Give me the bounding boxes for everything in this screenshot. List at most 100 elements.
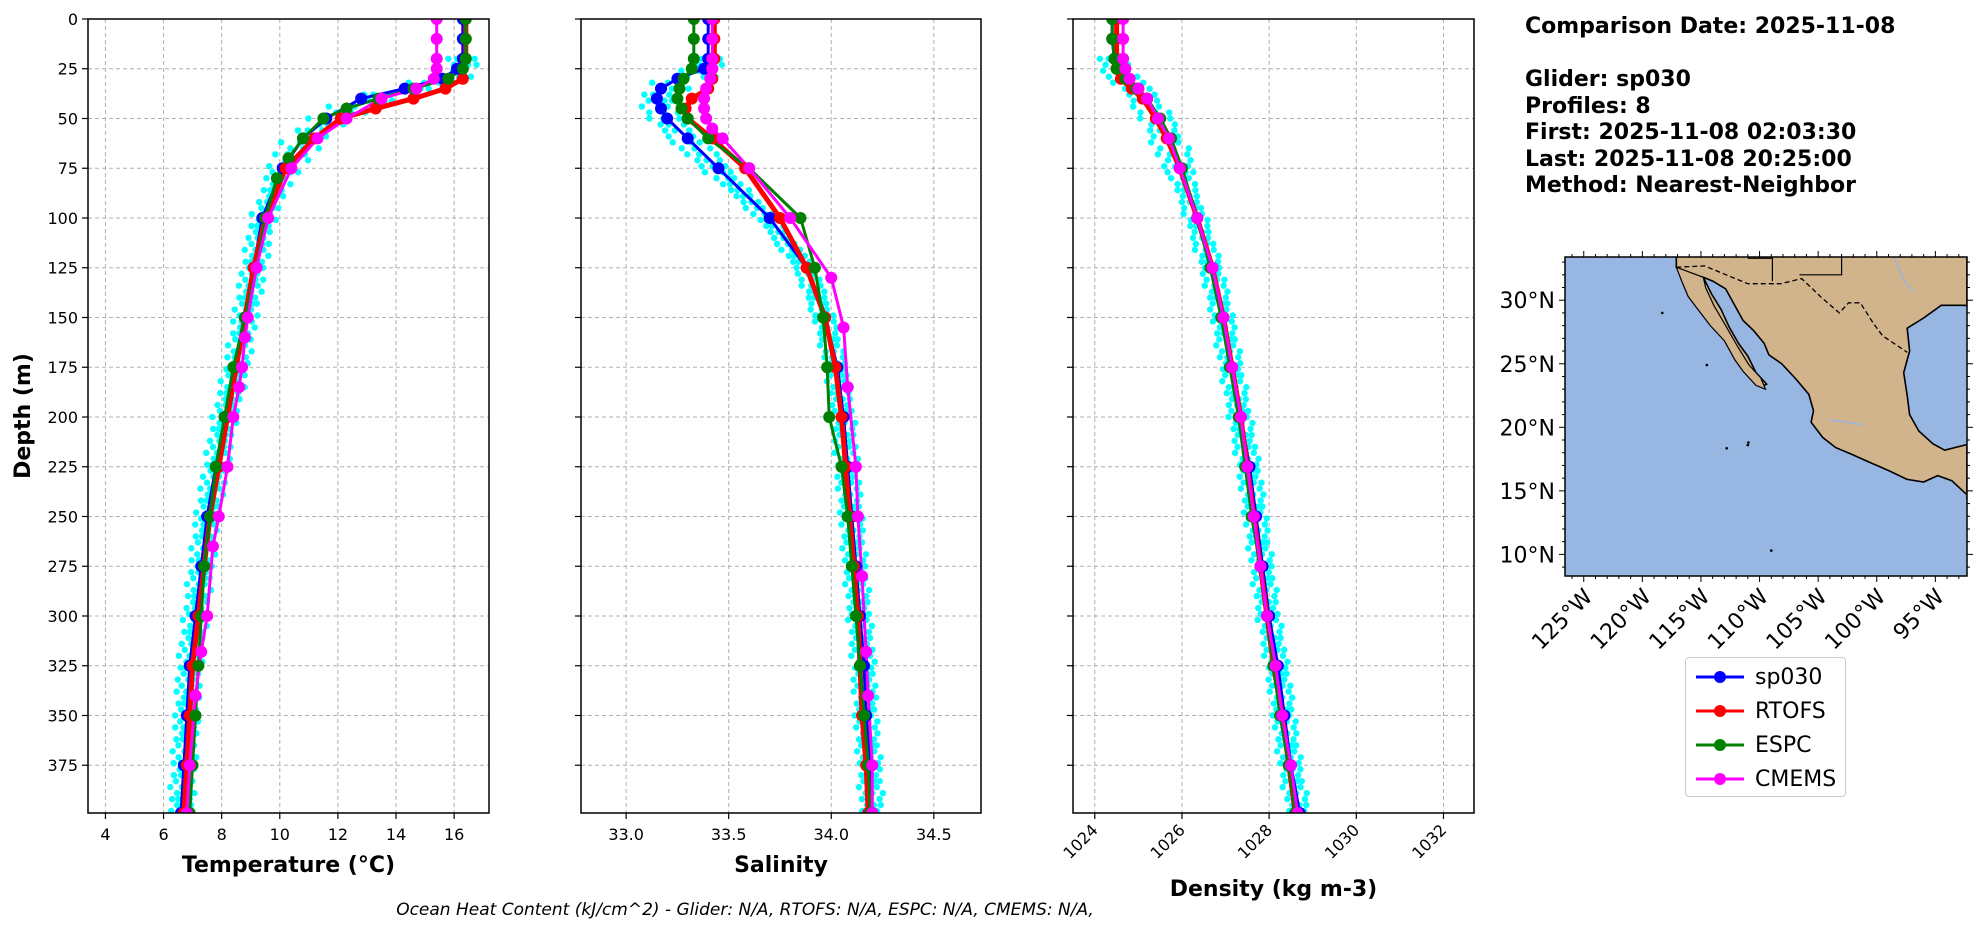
data-point-cmems (862, 689, 875, 702)
profile-point (1252, 473, 1259, 480)
profile-point (248, 240, 255, 248)
profile-point (258, 288, 265, 295)
data-point-espc (671, 92, 684, 105)
map-baja (1675, 266, 1767, 391)
data-point-cmems (212, 510, 225, 523)
profile-point (1285, 688, 1292, 695)
data-point-cmems (704, 72, 717, 85)
profile-point (185, 634, 192, 642)
profile-point (1238, 372, 1245, 379)
profile-point (325, 103, 333, 110)
data-point-cmems (825, 271, 838, 284)
map-lat-label: 10°N (1500, 543, 1555, 568)
profile-point (1260, 640, 1267, 648)
profile-point (869, 670, 876, 677)
profile-point (194, 539, 202, 546)
profile-point (191, 521, 199, 528)
panel-temperature: 4 6 8 10 12 14 16 0 25 50 75 100 125 150 175 200 225 250 2… (11, 10, 490, 878)
profile-point (1236, 377, 1244, 385)
data-point-espc (681, 112, 694, 125)
profile-point (1192, 186, 1199, 194)
data-point-espc (459, 19, 472, 25)
profile-point (1150, 133, 1157, 140)
profile-point (294, 127, 302, 134)
profile-point (857, 491, 864, 498)
profile-point (1291, 748, 1298, 755)
plot-frame (87, 18, 490, 814)
profile-point (871, 724, 879, 731)
profile-point (848, 640, 856, 648)
profile-point (1198, 258, 1205, 265)
profile-point (1282, 777, 1289, 785)
map-border (1676, 265, 1908, 353)
data-point-rtofs (456, 72, 469, 85)
profile-point (191, 789, 198, 797)
profile-point (238, 270, 245, 277)
profile-point (1253, 592, 1260, 600)
data-point-cmems (1217, 311, 1230, 324)
profile-point (1279, 652, 1287, 659)
profile-point (1240, 401, 1247, 409)
profile-point (190, 574, 197, 582)
profile-point (845, 574, 853, 582)
profile-point (844, 616, 852, 624)
profile-point (1265, 569, 1273, 576)
legend-label: ESPC (1755, 733, 1812, 758)
profile-point (1216, 336, 1223, 343)
profile-point (1175, 139, 1182, 146)
data-point-cmems (375, 92, 388, 105)
profile-point (174, 676, 181, 683)
profile-point (1298, 777, 1305, 785)
data-point-cmems (340, 112, 353, 125)
data-point-cmems (698, 92, 711, 105)
profile-point (1290, 724, 1297, 731)
data-point-cmems (1117, 32, 1130, 45)
profile-point (1213, 342, 1220, 349)
profile-point (179, 616, 187, 624)
method: Method: Nearest-Neighbor (1525, 173, 1856, 198)
profile-point (874, 718, 881, 725)
data-point-cmems (706, 19, 719, 25)
profile-point (173, 736, 180, 743)
data-point-cmems (706, 52, 719, 65)
y-tick-label: 350 (47, 706, 78, 725)
data-point-cmems (1173, 162, 1186, 175)
profile-point (198, 527, 206, 534)
profile-point (1228, 407, 1235, 415)
profile-point (1155, 103, 1163, 110)
legend-label: sp030 (1755, 665, 1823, 690)
profile-point (1190, 169, 1197, 176)
profile-point (175, 795, 182, 803)
profile-point (1289, 814, 1295, 820)
data-point-cmems (311, 132, 324, 145)
profile-point (1289, 694, 1296, 701)
profile-point (190, 598, 197, 606)
profile-point (1277, 742, 1284, 749)
profile-point (304, 157, 312, 164)
profile-point (876, 795, 883, 803)
profile-point (1276, 628, 1283, 636)
data-point-espc (853, 659, 866, 672)
profile-point (1246, 437, 1253, 445)
profile-point (706, 145, 714, 152)
profile-point (1187, 157, 1194, 164)
profile-point (425, 85, 432, 92)
profile-point (850, 688, 857, 695)
profile-point (251, 324, 258, 331)
profile-point (1271, 592, 1278, 600)
map-lon-label: 115°W (1645, 584, 1716, 655)
profile-point (789, 258, 797, 265)
data-point-cmems (1254, 560, 1267, 573)
data-point-cmems (784, 211, 797, 224)
profile-point (1237, 360, 1244, 367)
profile-point (1250, 449, 1258, 457)
profile-point (686, 127, 693, 134)
profile-point (1137, 109, 1144, 116)
data-point-espc (823, 410, 836, 423)
profile-point (1273, 748, 1281, 755)
profile-point (178, 640, 185, 648)
profile-point (260, 186, 268, 194)
profile-point (851, 712, 858, 719)
profile-point (1280, 646, 1288, 654)
data-point-espc (189, 709, 202, 722)
